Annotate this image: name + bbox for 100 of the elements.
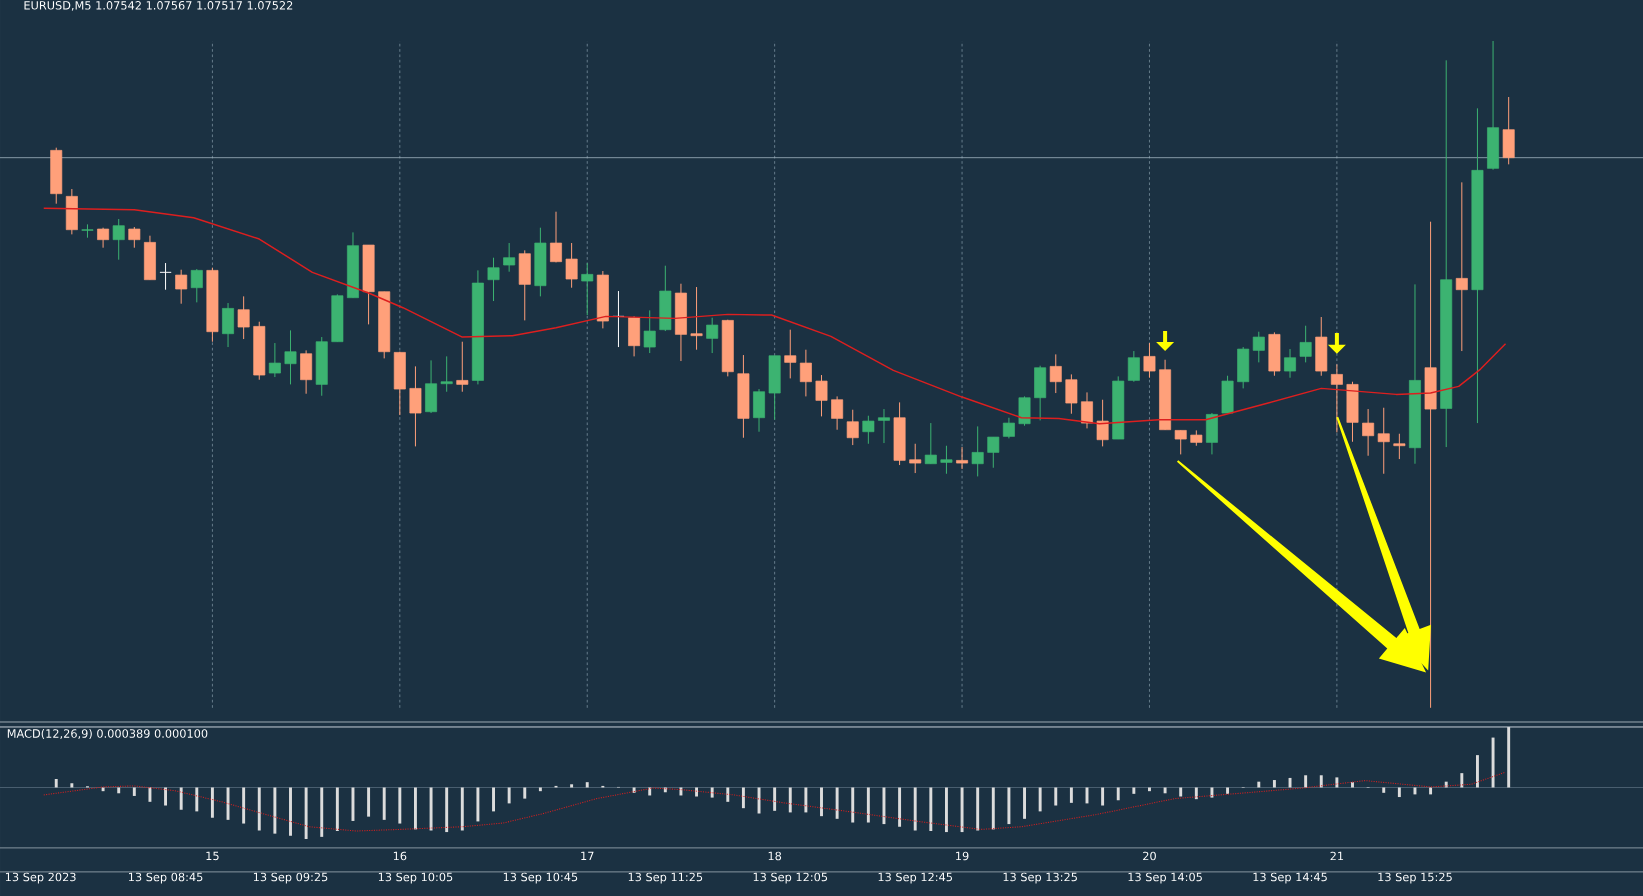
bar — [54, 779, 58, 788]
bar — [913, 787, 917, 831]
bar — [1460, 773, 1464, 788]
bar — [679, 787, 683, 796]
candlestick — [175, 269, 188, 305]
bar — [1304, 775, 1308, 788]
bar — [820, 787, 823, 817]
candlestick — [799, 349, 812, 397]
bar — [648, 787, 652, 796]
bar — [695, 787, 699, 797]
chart-title: EURUSD,M5 1.07542 1.07567 1.07517 1.07522 — [24, 1, 293, 11]
candlestick — [1284, 348, 1296, 379]
x-tick-label: 13 Sep 08:45 — [128, 872, 203, 884]
bar — [507, 787, 511, 804]
bar — [835, 787, 839, 819]
bar — [320, 787, 324, 837]
candlestick — [1455, 181, 1468, 352]
bar — [1179, 787, 1183, 797]
bar — [445, 787, 449, 833]
bar — [273, 787, 277, 834]
candlestick — [924, 422, 937, 465]
candlestick — [1143, 342, 1156, 379]
candlestick — [1096, 399, 1109, 447]
bar — [1382, 787, 1386, 793]
bar — [367, 787, 371, 817]
candlestick — [940, 445, 953, 475]
candlestick — [81, 223, 94, 239]
bar — [1507, 726, 1511, 788]
bar — [413, 787, 417, 830]
candlestick — [581, 262, 594, 316]
x-tick-label: 17 — [581, 851, 594, 860]
candlestick — [862, 415, 875, 445]
bar — [773, 787, 777, 811]
candlestick — [1065, 373, 1078, 415]
bar — [1210, 787, 1214, 798]
x-tick-label: 16 — [393, 851, 407, 861]
bar — [960, 787, 964, 833]
bar — [1054, 787, 1058, 806]
candlestick — [971, 425, 984, 477]
bar — [492, 787, 495, 812]
bar — [726, 787, 730, 802]
bar — [788, 787, 792, 813]
candlestick — [815, 374, 828, 417]
bar — [1101, 787, 1105, 806]
bar — [70, 783, 74, 788]
x-tick-label: 13 Sep 2023 — [5, 872, 76, 884]
bar — [460, 787, 464, 831]
candlestick — [909, 443, 922, 474]
bar — [304, 787, 308, 839]
candlestick — [643, 309, 656, 354]
candlestick — [1002, 417, 1015, 439]
bar — [585, 782, 589, 788]
candlestick — [440, 355, 453, 393]
bar — [179, 787, 183, 810]
bar — [929, 787, 933, 831]
x-tick-label: 13 Sep 09:25 — [253, 872, 328, 884]
x-tick-label: 13 Sep 14:45 — [1253, 872, 1327, 884]
bar — [1038, 787, 1042, 812]
x-tick-label: 13 Sep 13:25 — [1003, 872, 1077, 884]
candlestick — [1330, 363, 1343, 433]
bar — [1132, 787, 1136, 794]
bar — [117, 787, 121, 794]
x-tick-label: 18 — [768, 851, 782, 861]
candlestick — [987, 436, 1000, 469]
x-tick-label: 21 — [1330, 851, 1344, 861]
candlestick — [1081, 391, 1093, 429]
candlestick — [784, 329, 797, 379]
bar — [523, 787, 527, 799]
x-tick-label: 13 Sep 12:45 — [878, 872, 953, 884]
bar — [1148, 787, 1151, 792]
candlestick — [1377, 407, 1390, 475]
bar — [538, 787, 542, 792]
bar — [148, 787, 152, 802]
candlestick — [487, 257, 500, 302]
bar — [710, 787, 714, 798]
bar — [804, 787, 808, 813]
bar — [476, 787, 480, 822]
bar — [570, 784, 574, 788]
bar — [1069, 787, 1073, 803]
candlestick — [831, 395, 844, 431]
bar — [1397, 787, 1401, 798]
x-tick-label: 13 Sep 11:25 — [628, 872, 703, 884]
bar — [1163, 787, 1167, 794]
chart-title: MACD(12,26,9) 0.000389 0.000100 — [7, 729, 208, 740]
bar — [195, 787, 199, 812]
bar — [632, 787, 636, 793]
candlestick — [284, 329, 297, 385]
candlestick — [456, 341, 469, 393]
bar — [741, 787, 745, 809]
bar — [132, 787, 136, 796]
candlestick — [1393, 433, 1406, 460]
x-tick-label: 19 — [956, 851, 969, 861]
candlestick — [1174, 429, 1187, 455]
x-tick-label: 13 Sep 15:25 — [1378, 872, 1452, 884]
x-tick-label: 13 Sep 14:05 — [1128, 872, 1202, 884]
bar — [398, 787, 402, 824]
x-tick-label: 15 — [206, 851, 219, 861]
bar — [429, 787, 433, 831]
candlestick — [846, 409, 859, 446]
bar — [382, 787, 386, 820]
